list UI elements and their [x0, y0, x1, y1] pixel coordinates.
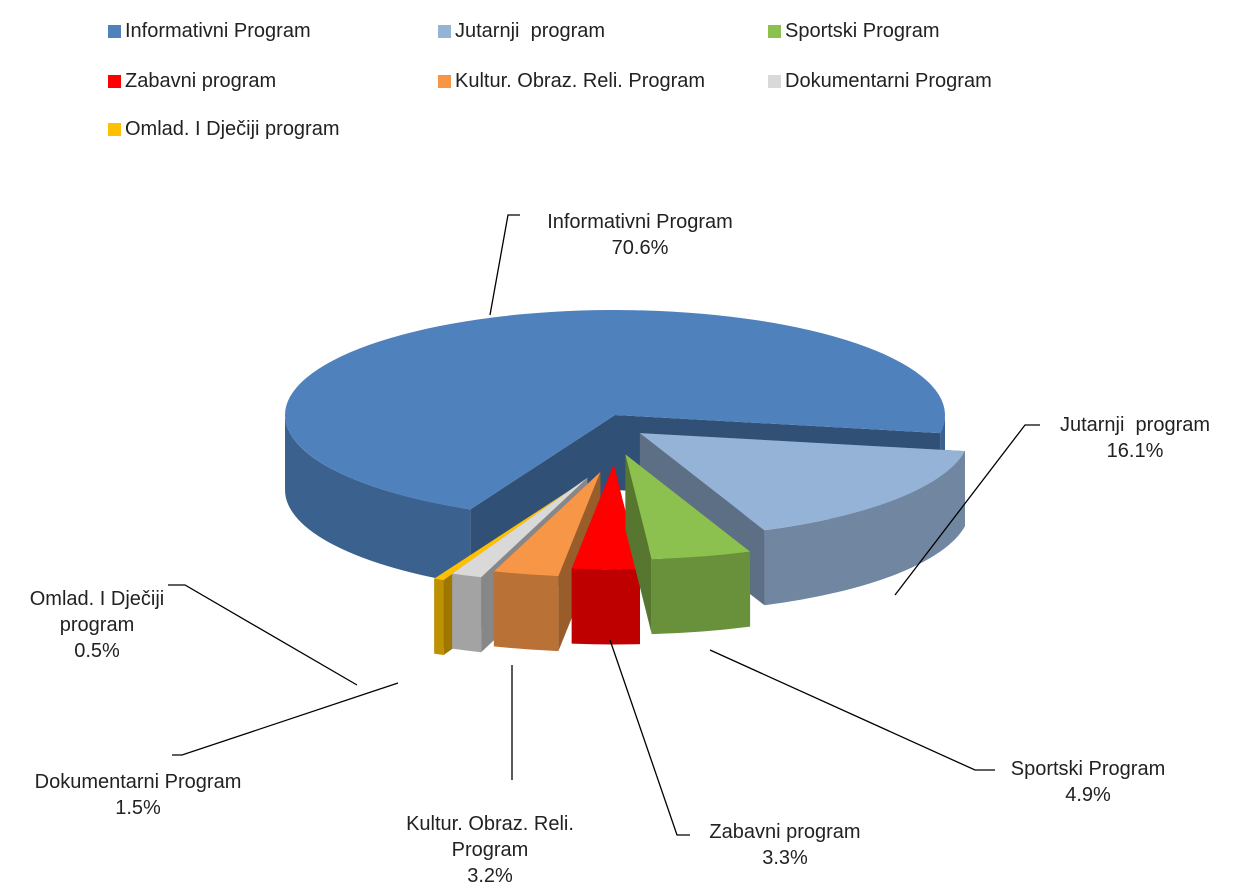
legend-label: Dokumentarni Program	[785, 70, 992, 92]
data-label: Informativni Program 70.6%	[510, 209, 770, 261]
data-label: Sportski Program 4.9%	[978, 756, 1198, 808]
data-label: Jutarnji program 16.1%	[1025, 412, 1240, 464]
data-label-value: 1.5%	[115, 797, 161, 819]
leader-line	[168, 584, 358, 686]
legend-swatch	[768, 25, 781, 38]
leader-line	[609, 639, 690, 836]
legend-item: Dokumentarni Program	[768, 70, 992, 93]
legend-label: Kultur. Obraz. Reli. Program	[455, 70, 706, 92]
leader-line	[709, 649, 995, 771]
data-label-name: Sportski Program	[1010, 758, 1166, 780]
data-label-value: 3.2%	[467, 865, 513, 887]
legend-item: Informativni Program	[108, 20, 311, 43]
slice-top	[285, 309, 945, 510]
legend-item: Jutarnji program	[438, 20, 605, 43]
leader-line	[894, 424, 1040, 596]
slice-top	[625, 454, 751, 560]
slice	[571, 464, 640, 645]
legend-swatch	[108, 123, 121, 136]
slice	[625, 454, 751, 635]
legend-item: Sportski Program	[768, 20, 940, 43]
slice-side	[452, 573, 482, 653]
slice-side	[434, 578, 444, 656]
legend-swatch	[438, 75, 451, 88]
data-label-name: Jutarnji program	[1059, 414, 1211, 436]
data-label: Dokumentarni Program 1.5%	[3, 769, 273, 821]
data-label: Zabavni program 3.3%	[675, 819, 895, 871]
data-label-name: Zabavni program	[709, 821, 861, 843]
data-label-value: 70.6%	[611, 237, 669, 259]
legend-label: Zabavni program	[125, 70, 277, 92]
legend-label: Jutarnji program	[455, 20, 606, 42]
data-label-value: 3.3%	[762, 847, 808, 869]
legend-label: Omlad. I Dječiji program	[125, 118, 340, 140]
leader-line	[489, 214, 520, 316]
data-label-value: 4.9%	[1065, 784, 1111, 806]
data-label: Kultur. Obraz. Reli. Program 3.2%	[390, 811, 590, 889]
data-label-name: Omlad. I Dječiji program	[29, 588, 170, 636]
slice-top	[434, 484, 579, 581]
data-label: Omlad. I Dječiji program 0.5%	[7, 586, 187, 664]
slice-side	[651, 551, 751, 635]
legend-label: Sportski Program	[785, 20, 940, 42]
legend-item: Kultur. Obraz. Reli. Program	[438, 70, 705, 93]
slice-top	[452, 477, 588, 578]
slice-top	[571, 464, 640, 570]
leader-line	[172, 682, 399, 756]
data-label-value: 16.1%	[1106, 440, 1164, 462]
data-label-value: 0.5%	[74, 640, 120, 662]
slice-top	[639, 433, 965, 531]
legend-swatch	[108, 25, 121, 38]
slice-cut-face	[625, 454, 652, 635]
legend-item: Omlad. I Dječiji program	[108, 118, 340, 141]
data-label-name: Informativni Program	[547, 211, 733, 233]
legend-item: Zabavni program	[108, 70, 276, 93]
slice-side	[493, 571, 559, 652]
slice-top	[493, 471, 601, 577]
slice-side	[764, 451, 965, 606]
data-label-name: Kultur. Obraz. Reli. Program	[406, 813, 580, 861]
slice-side	[571, 568, 640, 645]
legend-swatch	[438, 25, 451, 38]
slice-side	[285, 415, 471, 585]
legend-swatch	[108, 75, 121, 88]
legend-swatch	[768, 75, 781, 88]
data-label-name: Dokumentarni Program	[34, 771, 242, 793]
legend-label: Informativni Program	[125, 20, 311, 42]
